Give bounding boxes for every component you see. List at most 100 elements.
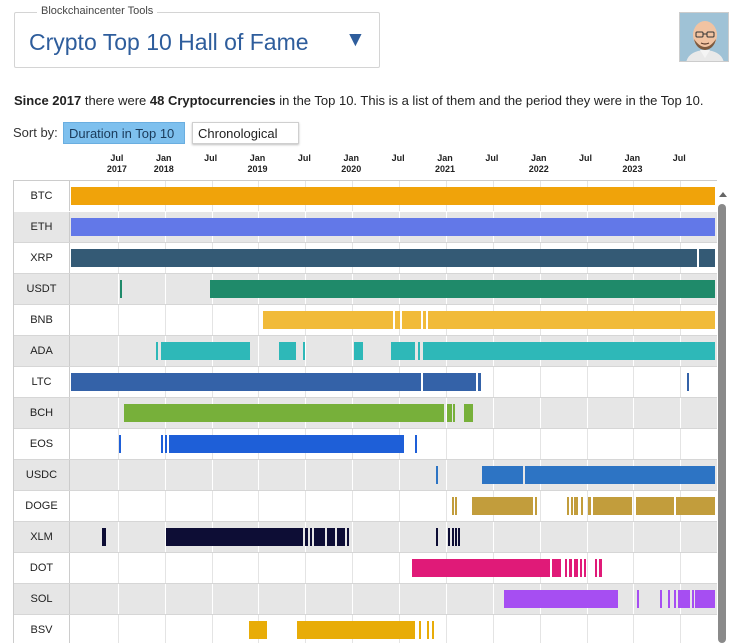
top10-period-bar[interactable] (296, 621, 416, 639)
top10-period-bar[interactable] (160, 342, 251, 360)
top10-period-bar[interactable] (699, 249, 715, 267)
top10-period-bar[interactable] (71, 249, 698, 267)
gridline (445, 522, 447, 552)
chart-row-usdc: USDC (14, 460, 717, 491)
chart-scrollbar[interactable] (717, 180, 728, 643)
top10-period-bar[interactable] (574, 559, 579, 577)
top10-period-bar[interactable] (428, 311, 715, 329)
top10-period-bar[interactable] (310, 528, 313, 546)
top10-period-bar[interactable] (551, 559, 562, 577)
top10-period-bar[interactable] (209, 280, 715, 298)
top10-period-bar[interactable] (415, 435, 418, 453)
top10-period-bar[interactable] (673, 590, 676, 608)
top10-period-bar[interactable] (481, 466, 523, 484)
top10-period-bar[interactable] (451, 497, 455, 515)
top10-period-bar[interactable] (455, 497, 458, 515)
top10-period-bar[interactable] (598, 559, 603, 577)
top10-period-bar[interactable] (263, 311, 394, 329)
top10-period-bar[interactable] (101, 528, 106, 546)
top10-period-bar[interactable] (346, 528, 349, 546)
top10-period-bar[interactable] (637, 590, 640, 608)
top10-period-bar[interactable] (570, 497, 574, 515)
top10-period-bar[interactable] (580, 559, 582, 577)
scroll-thumb[interactable] (718, 204, 726, 643)
top10-period-bar[interactable] (678, 590, 690, 608)
top10-period-bar[interactable] (160, 435, 163, 453)
coin-label: LTC (14, 367, 70, 397)
top10-period-bar[interactable] (354, 342, 363, 360)
top10-period-bar[interactable] (535, 497, 538, 515)
top10-period-bar[interactable] (568, 559, 572, 577)
top10-period-bar[interactable] (504, 590, 619, 608)
top10-period-bar[interactable] (431, 621, 434, 639)
top10-period-bar[interactable] (636, 497, 674, 515)
top10-period-bar[interactable] (463, 404, 474, 422)
top10-period-bar[interactable] (169, 435, 404, 453)
top10-period-bar[interactable] (305, 528, 309, 546)
gridline (492, 615, 494, 643)
top10-period-bar[interactable] (447, 528, 450, 546)
avatar-icon[interactable] (679, 12, 729, 62)
top10-period-bar[interactable] (453, 404, 456, 422)
top10-period-bar[interactable] (422, 311, 427, 329)
top10-period-bar[interactable] (695, 590, 715, 608)
top10-period-bar[interactable] (580, 497, 583, 515)
top10-period-bar[interactable] (401, 311, 421, 329)
top10-period-bar[interactable] (326, 528, 336, 546)
top10-period-bar[interactable] (390, 342, 416, 360)
top10-period-bar[interactable] (593, 497, 633, 515)
top10-period-bar[interactable] (279, 342, 296, 360)
sort-chronological-button[interactable]: Chronological (192, 122, 299, 144)
axis-tick-label: Jan 2023 (612, 153, 652, 175)
top10-period-bar[interactable] (427, 621, 430, 639)
top10-period-bar[interactable] (659, 590, 662, 608)
scroll-up-icon[interactable] (719, 192, 727, 197)
top10-period-bar[interactable] (458, 528, 461, 546)
axis-tick-month: Jan (530, 153, 547, 163)
top10-period-bar[interactable] (686, 373, 689, 391)
top10-period-bar[interactable] (675, 497, 715, 515)
top10-period-bar[interactable] (417, 342, 420, 360)
top10-period-bar[interactable] (395, 311, 400, 329)
top10-period-bar[interactable] (566, 497, 569, 515)
top10-period-bar[interactable] (118, 435, 121, 453)
top10-period-bar[interactable] (565, 559, 567, 577)
axis-tick-year: 2021 (434, 164, 455, 174)
top10-period-bar[interactable] (71, 218, 715, 236)
top10-period-bar[interactable] (164, 435, 167, 453)
top10-period-bar[interactable] (446, 404, 452, 422)
tool-select[interactable]: Crypto Top 10 Hall of Fame (29, 29, 309, 55)
sort-duration-button[interactable]: Duration in Top 10 (63, 122, 185, 144)
top10-period-bar[interactable] (472, 497, 534, 515)
gridline (164, 615, 166, 643)
top10-period-bar[interactable] (435, 528, 438, 546)
top10-period-bar[interactable] (313, 528, 326, 546)
dropdown-arrow-icon[interactable]: ▼ (345, 28, 366, 51)
top10-period-bar[interactable] (156, 342, 159, 360)
top10-period-bar[interactable] (422, 373, 476, 391)
top10-period-bar[interactable] (524, 466, 715, 484)
top10-period-bar[interactable] (418, 621, 421, 639)
top10-period-bar[interactable] (302, 342, 305, 360)
top10-period-bar[interactable] (574, 497, 579, 515)
top10-period-bar[interactable] (435, 466, 438, 484)
top10-period-bar[interactable] (668, 590, 671, 608)
top10-period-bar[interactable] (337, 528, 345, 546)
top10-period-bar[interactable] (119, 280, 122, 298)
top10-period-bar[interactable] (583, 559, 586, 577)
coin-label: XLM (14, 522, 70, 552)
top10-period-bar[interactable] (165, 528, 303, 546)
top10-period-bar[interactable] (455, 528, 458, 546)
top10-period-bar[interactable] (71, 187, 715, 205)
gridline (399, 553, 401, 583)
top10-period-bar[interactable] (249, 621, 267, 639)
top10-period-bar[interactable] (451, 528, 454, 546)
top10-period-bar[interactable] (423, 342, 715, 360)
top10-period-bar[interactable] (412, 559, 550, 577)
top10-period-bar[interactable] (477, 373, 481, 391)
top10-period-bar[interactable] (691, 590, 694, 608)
top10-period-bar[interactable] (71, 373, 421, 391)
top10-period-bar[interactable] (124, 404, 445, 422)
top10-period-bar[interactable] (595, 559, 597, 577)
top10-period-bar[interactable] (587, 497, 592, 515)
